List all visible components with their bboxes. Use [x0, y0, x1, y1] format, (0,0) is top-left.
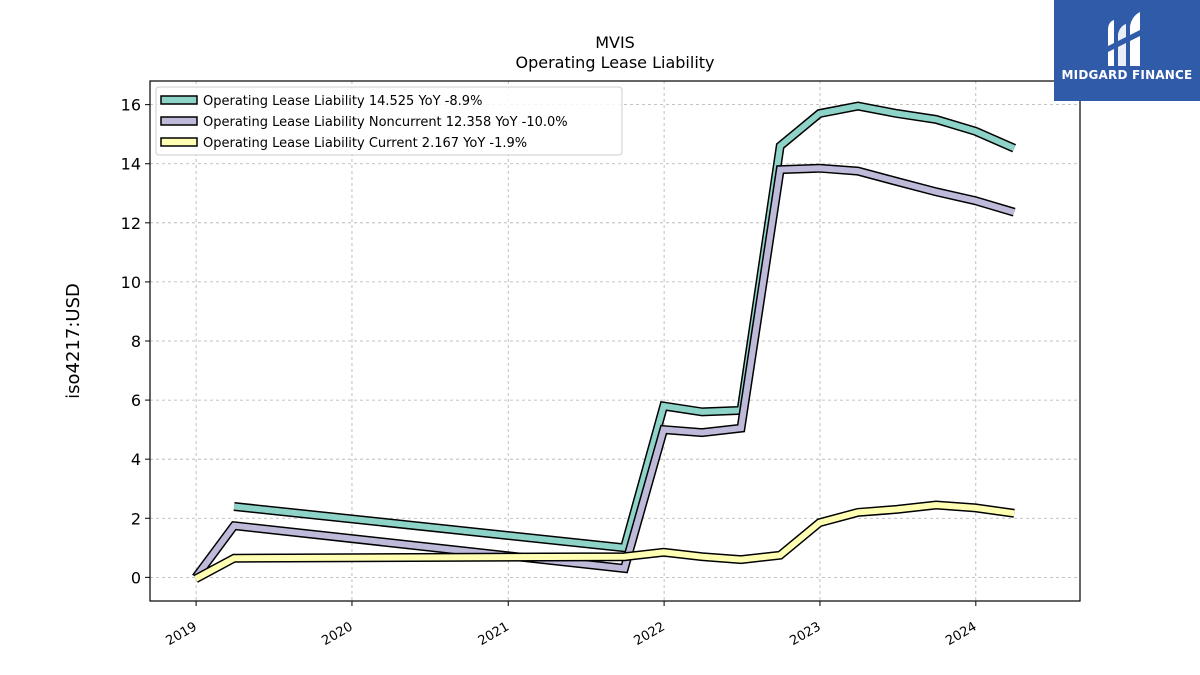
series-line-1 — [233, 101, 1017, 553]
midgard-logo-icon — [1108, 12, 1140, 66]
legend-label: Operating Lease Liability Current 2.167 … — [203, 136, 527, 151]
legend: Operating Lease Liability 14.525 YoY -8.… — [155, 86, 623, 156]
x-tick-label: 2023 — [787, 619, 823, 649]
legend-swatch — [160, 137, 198, 147]
y-tick-label: 12 — [121, 214, 141, 233]
x-tick-label: 2022 — [632, 619, 668, 649]
y-tick-label: 4 — [131, 450, 141, 469]
x-tick-label: 2024 — [943, 619, 979, 649]
series-fill — [233, 103, 1016, 552]
x-tick-label: 2020 — [319, 619, 355, 649]
chart-title-line2: Operating Lease Liability — [515, 53, 714, 72]
series-fill — [193, 165, 1016, 580]
grid — [150, 81, 1080, 601]
y-tick-label: 8 — [131, 332, 141, 351]
y-axis: 0 2 4 6 8 10 12 14 16 — [121, 96, 150, 587]
y-tick-label: 6 — [131, 391, 141, 410]
legend-label: Operating Lease Liability Noncurrent 12.… — [203, 115, 568, 130]
legend-item-2: Operating Lease Liability Noncurrent 12.… — [160, 115, 568, 130]
x-tick-label: 2019 — [164, 619, 200, 649]
series-fill — [194, 501, 1015, 582]
x-axis: 2019 2020 2021 2022 2023 2024 — [164, 601, 979, 649]
y-tick-label: 16 — [121, 96, 141, 115]
legend-swatch — [160, 116, 198, 126]
series-line-3 — [193, 500, 1015, 583]
y-tick-label: 10 — [121, 273, 141, 292]
y-tick-label: 2 — [131, 509, 141, 528]
midgard-finance-logo: MIDGARD FINANCE — [1054, 0, 1200, 101]
series-line-2 — [192, 163, 1016, 581]
logo-text: MIDGARD FINANCE — [1061, 68, 1193, 82]
legend-box — [155, 86, 623, 156]
series-group — [192, 101, 1017, 583]
y-tick-label: 14 — [121, 155, 141, 174]
legend-swatch — [160, 95, 198, 105]
series-outline — [233, 101, 1017, 553]
legend-item-1: Operating Lease Liability 14.525 YoY -8.… — [160, 94, 482, 109]
legend-label: Operating Lease Liability 14.525 YoY -8.… — [203, 94, 482, 109]
y-tick-label: 0 — [131, 568, 141, 587]
chart-title-line1: MVIS — [595, 33, 635, 52]
x-tick-label: 2021 — [476, 619, 512, 649]
y-axis-label: iso4217:USD — [63, 283, 84, 399]
legend-item-3: Operating Lease Liability Current 2.167 … — [160, 136, 527, 151]
